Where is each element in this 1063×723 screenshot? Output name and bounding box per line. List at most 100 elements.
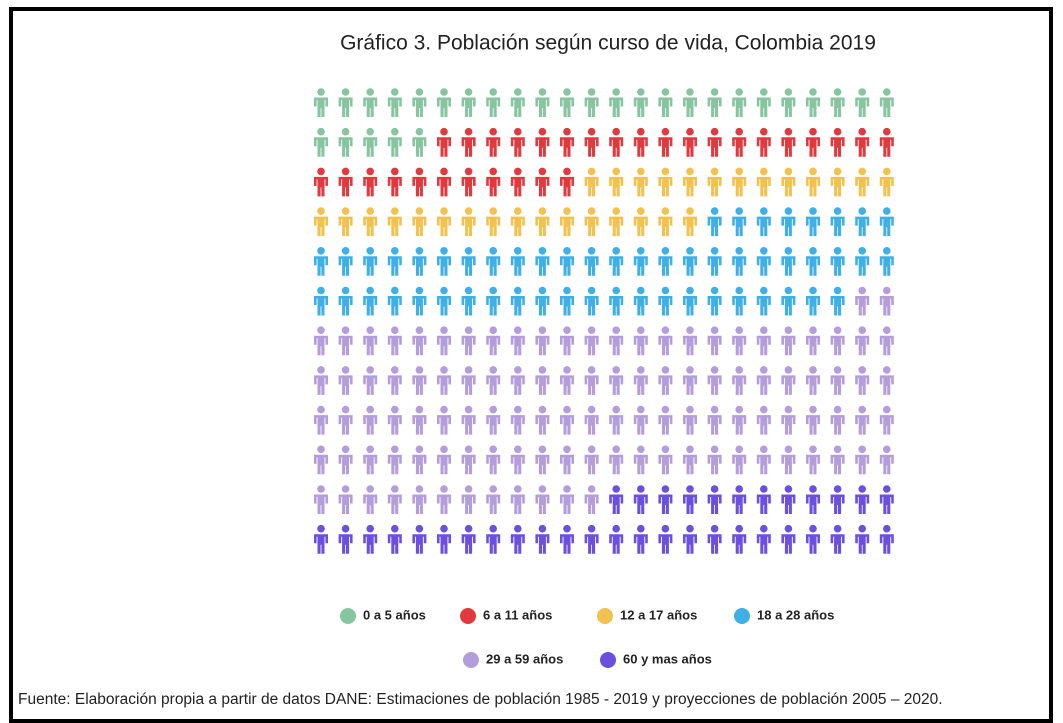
icon-body — [707, 176, 722, 197]
icon-body — [535, 415, 550, 435]
person-icon — [806, 286, 820, 316]
person-icon — [806, 326, 820, 356]
icon-head — [833, 88, 842, 96]
icon-head — [784, 127, 793, 136]
icon-body — [609, 415, 624, 435]
icon-body — [560, 296, 574, 316]
person-icon — [560, 247, 574, 276]
icon-body — [535, 137, 550, 157]
person-icon — [560, 366, 574, 395]
person-icon — [412, 524, 427, 554]
icon-head — [415, 366, 424, 374]
icon-head — [464, 366, 473, 374]
icon-head — [317, 247, 325, 255]
icon-body — [387, 534, 402, 554]
person-icon — [461, 326, 476, 356]
person-icon — [683, 366, 697, 395]
icon-head — [366, 167, 374, 176]
person-icon — [756, 247, 771, 276]
icon-body — [732, 137, 747, 157]
person-icon — [412, 286, 427, 316]
icon-head — [760, 366, 768, 374]
icon-head — [391, 247, 399, 255]
icon-head — [661, 485, 670, 493]
icon-head — [760, 207, 768, 215]
person-icon — [584, 405, 599, 435]
person-icon — [732, 286, 747, 316]
person-icon — [387, 167, 402, 197]
person-icon — [363, 167, 378, 197]
icon-body — [412, 296, 427, 316]
person-icon — [510, 167, 525, 197]
person-icon — [633, 207, 648, 237]
icon-body — [338, 375, 353, 395]
icon-body — [707, 494, 722, 514]
icon-head — [415, 247, 424, 255]
person-icon — [781, 445, 796, 475]
icon-body — [338, 216, 353, 237]
icon-body — [633, 137, 648, 157]
person-icon — [510, 247, 525, 276]
icon-head — [317, 286, 325, 295]
person-icon — [830, 485, 845, 514]
icon-head — [489, 485, 497, 493]
icon-body — [486, 534, 501, 554]
icon-head — [858, 524, 866, 533]
icon-body — [314, 176, 328, 197]
icon-head — [366, 326, 374, 334]
icon-body — [707, 415, 722, 435]
icon-head — [735, 88, 743, 96]
icon-body — [707, 375, 722, 395]
person-icon — [510, 88, 525, 117]
icon-head — [514, 326, 522, 334]
icon-head — [735, 524, 743, 533]
icon-head — [784, 405, 793, 414]
icon-body — [830, 415, 845, 435]
icon-head — [858, 127, 866, 136]
icon-head — [317, 207, 325, 215]
person-icon — [732, 366, 747, 395]
icon-body — [732, 375, 747, 395]
icon-head — [317, 524, 325, 533]
icon-body — [855, 534, 870, 554]
person-icon — [781, 247, 796, 276]
person-icon — [437, 405, 451, 435]
legend-swatch — [460, 608, 476, 624]
icon-body — [855, 296, 870, 316]
person-icon — [387, 247, 402, 276]
person-icon — [756, 167, 771, 197]
icon-head — [563, 524, 571, 533]
icon-head — [563, 207, 571, 215]
person-icon — [806, 88, 820, 117]
person-icon — [387, 485, 402, 514]
icon-head — [661, 366, 670, 374]
icon-body — [314, 375, 328, 395]
icon-head — [833, 167, 842, 176]
icon-head — [637, 485, 645, 493]
icon-head — [440, 326, 448, 334]
icon-head — [833, 247, 842, 255]
person-icon — [338, 326, 353, 356]
person-icon — [510, 366, 525, 395]
icon-head — [563, 445, 571, 454]
person-icon — [363, 524, 378, 554]
person-icon — [830, 524, 845, 554]
icon-body — [363, 256, 378, 276]
icon-head — [735, 485, 743, 493]
icon-body — [486, 494, 501, 514]
person-icon — [387, 88, 402, 117]
icon-body — [387, 375, 402, 395]
icon-body — [486, 454, 501, 475]
icon-head — [440, 445, 448, 454]
icon-body — [683, 216, 697, 237]
icon-head — [514, 445, 522, 454]
icon-head — [858, 485, 866, 493]
icon-head — [735, 405, 743, 414]
person-icon — [707, 127, 722, 157]
icon-body — [560, 415, 574, 435]
icon-head — [440, 167, 448, 176]
person-icon — [830, 207, 845, 237]
icon-body — [535, 176, 550, 197]
person-icon — [461, 286, 476, 316]
